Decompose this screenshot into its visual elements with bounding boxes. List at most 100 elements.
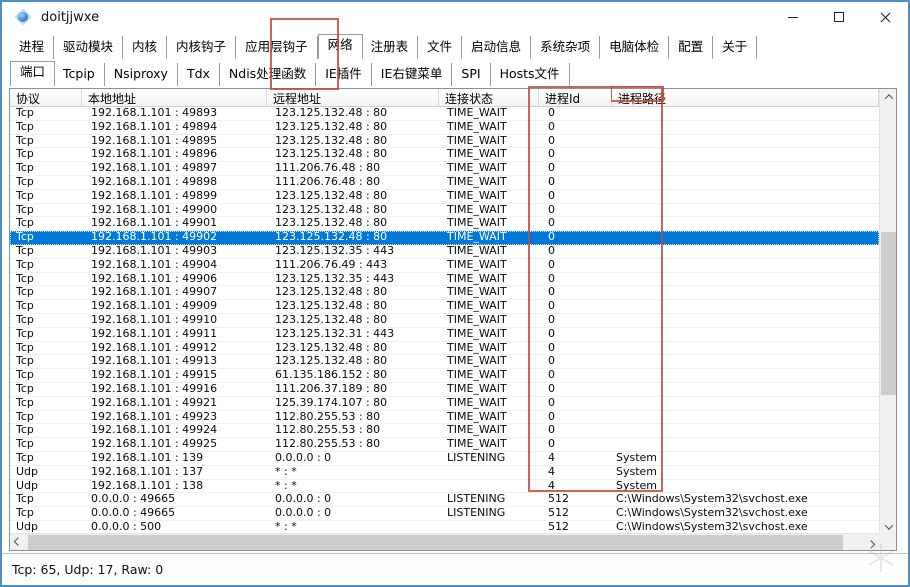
cell: 0: [548, 438, 555, 451]
sub-tabs-5[interactable]: IE插件: [316, 63, 372, 86]
cell: Udp: [16, 520, 39, 533]
main-tabs-0[interactable]: 进程: [10, 36, 55, 59]
sub-tabs-4[interactable]: Ndis处理函数: [220, 63, 317, 86]
table-row[interactable]: Tcp 192.168.1.101 : 49906 123.125.132.35 :…: [10, 272, 879, 287]
cell: 123.125.132.35 : 443: [275, 272, 395, 285]
column-header-5[interactable]: 进程路径: [612, 89, 879, 107]
sub-tabs-1[interactable]: Tcpip: [54, 63, 105, 86]
main-tabs-5[interactable]: 网络: [317, 34, 363, 59]
status-bar: Tcp: 65, Udp: 17, Raw: 0: [2, 553, 908, 585]
table-row[interactable]: Tcp 192.168.1.101 : 49921 125.39.174.107 :…: [10, 396, 879, 411]
table-row[interactable]: Tcp 192.168.1.101 : 139 0.0.0.0 : 0 LISTENI…: [10, 451, 879, 466]
table-row[interactable]: Tcp 192.168.1.101 : 49913 123.125.132.48 :…: [10, 355, 879, 370]
cell: C:\Windows\System32\svchost.exe: [616, 493, 808, 506]
main-tabs-9[interactable]: 系统杂项: [531, 36, 601, 59]
table-row[interactable]: Udp 192.168.1.101 : 138 * : * 4 System: [10, 479, 879, 494]
table-row[interactable]: Tcp 192.168.1.101 : 49923 112.80.255.53 : …: [10, 410, 879, 425]
minimize-button[interactable]: [770, 2, 816, 32]
table-row[interactable]: Tcp 192.168.1.101 : 49911 123.125.132.31 :…: [10, 327, 879, 342]
main-tabs-1[interactable]: 驱动模块: [54, 36, 124, 59]
main-tabs-12[interactable]: 关于: [713, 36, 758, 59]
scroll-right-arrow-icon[interactable]: [863, 534, 879, 551]
table-row[interactable]: Tcp 192.168.1.101 : 49915 61.135.186.152 :…: [10, 369, 879, 383]
cell: 192.168.1.101 : 49894: [91, 120, 218, 133]
minimize-icon: [788, 16, 798, 18]
table-row[interactable]: Tcp 192.168.1.101 : 49897 111.206.76.48 : …: [10, 162, 879, 176]
cell: 112.80.255.53 : 80: [275, 424, 381, 437]
cell: [612, 328, 879, 341]
cell: 192.168.1.101 : 49897: [91, 162, 218, 175]
column-header-1[interactable]: 本地地址: [82, 89, 267, 107]
cell: 192.168.1.101 : 49921: [91, 396, 218, 409]
sub-tabs-2[interactable]: Nsiproxy: [105, 63, 178, 86]
table-row[interactable]: Tcp 192.168.1.101 : 49901 123.125.132.48 :…: [10, 217, 879, 232]
main-tabs-6[interactable]: 注册表: [362, 36, 419, 59]
table-row[interactable]: Tcp 192.168.1.101 : 49903 123.125.132.35 :…: [10, 244, 879, 259]
cell: [439, 466, 539, 479]
close-icon: [879, 11, 892, 24]
table-row[interactable]: Tcp 192.168.1.101 : 49904 111.206.76.49 : …: [10, 258, 879, 273]
table-row[interactable]: Tcp 192.168.1.101 : 49900 123.125.132.48 :…: [10, 203, 879, 218]
cell: System: [616, 465, 658, 478]
main-tabs-8[interactable]: 启动信息: [462, 36, 532, 59]
cell: TIME_WAIT: [447, 148, 507, 161]
table-row[interactable]: Udp 0.0.0.0 : 500 * : * 512 C:\Windows\Syste…: [10, 520, 879, 533]
table-row[interactable]: Udp 192.168.1.101 : 137 * : * 4 System: [10, 465, 879, 480]
cell: 0: [548, 189, 555, 202]
sub-tabs-3[interactable]: Tdx: [178, 63, 220, 86]
cell: 0: [548, 258, 555, 271]
table-row[interactable]: Tcp 192.168.1.101 : 49907 123.125.132.48 :…: [10, 286, 879, 301]
cell: Tcp: [16, 507, 34, 520]
main-tabs-11[interactable]: 配置: [669, 36, 714, 59]
table-row[interactable]: Tcp 192.168.1.101 : 49895 123.125.132.48 :…: [10, 134, 879, 149]
main-tabs-4[interactable]: 应用层钩子: [236, 36, 318, 59]
table-row[interactable]: Tcp 192.168.1.101 : 49898 111.206.76.48 : …: [10, 175, 879, 190]
horizontal-scrollbar-thumb[interactable]: [28, 535, 843, 550]
cell: LISTENING: [447, 451, 506, 464]
main-tabs-2[interactable]: 内核: [123, 36, 168, 59]
cell: 111.206.37.189 : 80: [275, 382, 388, 395]
sub-tabs-0[interactable]: 端口: [10, 61, 56, 86]
cell: [612, 107, 879, 120]
main-tabs-3[interactable]: 内核钩子: [167, 36, 237, 59]
column-header-3[interactable]: 连接状态: [439, 89, 539, 107]
column-header-4[interactable]: 进程Id: [539, 89, 612, 107]
main-tabs-7[interactable]: 文件: [418, 36, 463, 59]
column-header-0[interactable]: 协议: [10, 89, 82, 107]
vertical-scrollbar-thumb[interactable]: [881, 232, 896, 395]
table-row[interactable]: Tcp 192.168.1.101 : 49916 111.206.37.189 :…: [10, 382, 879, 397]
cell: 192.168.1.101 : 49916: [91, 382, 218, 395]
sub-tabs-6[interactable]: IE右键菜单: [372, 63, 453, 86]
cell: 192.168.1.101 : 49895: [91, 134, 218, 147]
scroll-left-arrow-icon[interactable]: [10, 534, 26, 551]
table-row[interactable]: Tcp 192.168.1.101 : 49910 123.125.132.48 :…: [10, 313, 879, 328]
sub-tabs-8[interactable]: Hosts文件: [491, 63, 570, 86]
scroll-up-arrow-icon[interactable]: [880, 89, 897, 105]
close-button[interactable]: [862, 2, 908, 32]
cell: 0: [548, 355, 555, 368]
maximize-button[interactable]: [816, 2, 862, 32]
table-row[interactable]: Tcp 192.168.1.101 : 49902 123.125.132.48 :…: [10, 231, 879, 245]
cell: TIME_WAIT: [447, 410, 507, 423]
cell: 123.125.132.48 : 80: [275, 148, 388, 161]
table-row[interactable]: Tcp 192.168.1.101 : 49912 123.125.132.48 :…: [10, 341, 879, 356]
table-row[interactable]: Tcp 192.168.1.101 : 49909 123.125.132.48 :…: [10, 300, 879, 314]
table-row[interactable]: Tcp 192.168.1.101 : 49896 123.125.132.48 :…: [10, 148, 879, 163]
sub-tabs-7[interactable]: SPI: [452, 63, 491, 86]
table-row[interactable]: Tcp 0.0.0.0 : 49665 0.0.0.0 : 0 LISTENING 51…: [10, 493, 879, 508]
horizontal-scrollbar[interactable]: [10, 533, 879, 550]
table-row[interactable]: Tcp 192.168.1.101 : 49925 112.80.255.53 : …: [10, 438, 879, 452]
table-row[interactable]: Tcp 192.168.1.101 : 49899 123.125.132.48 :…: [10, 189, 879, 204]
cell: 192.168.1.101 : 49909: [91, 300, 218, 313]
cell: TIME_WAIT: [447, 258, 507, 271]
vertical-scrollbar[interactable]: [879, 89, 896, 535]
cell: 123.125.132.48 : 80: [275, 217, 388, 230]
cell: TIME_WAIT: [447, 203, 507, 216]
main-tabs-10[interactable]: 电脑体检: [600, 36, 670, 59]
table-row[interactable]: Tcp 0.0.0.0 : 49665 0.0.0.0 : 0 LISTENING 51…: [10, 507, 879, 521]
table-row[interactable]: Tcp 192.168.1.101 : 49894 123.125.132.48 :…: [10, 120, 879, 135]
table-row[interactable]: Tcp 192.168.1.101 : 49893 123.125.132.48 :…: [10, 107, 879, 121]
cell: 0: [548, 272, 555, 285]
column-header-2[interactable]: 远程地址: [267, 89, 439, 107]
table-row[interactable]: Tcp 192.168.1.101 : 49924 112.80.255.53 : …: [10, 424, 879, 439]
